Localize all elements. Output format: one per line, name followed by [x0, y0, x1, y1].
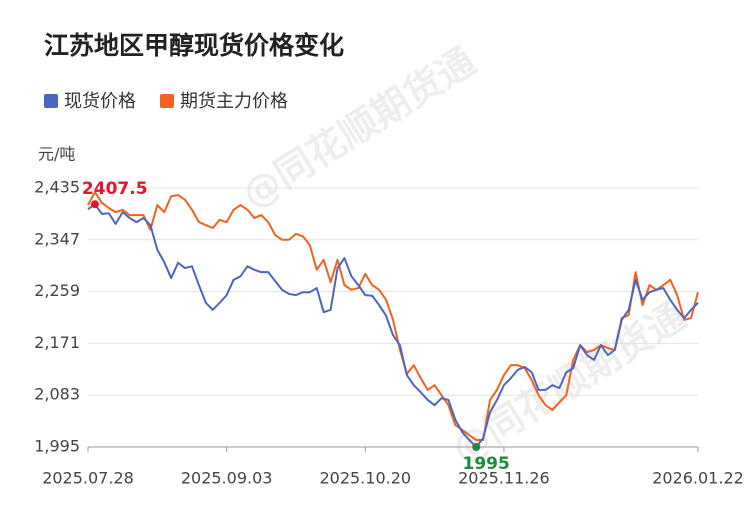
legend-label: 期货主力价格	[180, 91, 288, 112]
legend-label: 现货价格	[64, 91, 136, 112]
y-axis-unit: 元/吨	[38, 145, 75, 164]
y-tick-label: 2,259	[34, 281, 80, 300]
y-tick-label: 2,347	[34, 229, 80, 248]
y-tick-label: 2,435	[34, 178, 80, 197]
min-point	[472, 443, 481, 451]
x-tick-label: 2025.11.26	[458, 469, 550, 488]
legend-swatch	[160, 94, 174, 108]
series-line	[87, 203, 699, 448]
chart-title: 江苏地区甲醇现货价格变化	[44, 31, 344, 60]
min-label: 1995	[463, 454, 510, 474]
max-label: 2407.5	[82, 179, 148, 199]
legend-swatch	[44, 94, 58, 108]
max-point	[90, 200, 99, 209]
x-tick-label: 2025.10.20	[319, 469, 411, 488]
x-tick-label: 2025.09.03	[181, 469, 273, 488]
x-tick-label: 2025.07.28	[42, 469, 134, 488]
y-tick-label: 2,171	[34, 333, 80, 352]
y-tick-label: 2,083	[34, 385, 80, 404]
series-line	[87, 191, 699, 441]
y-tick-label: 1,995	[34, 437, 80, 456]
x-tick-label: 2026.01.22	[652, 469, 744, 488]
watermark: @同花顺期货通	[234, 39, 483, 217]
